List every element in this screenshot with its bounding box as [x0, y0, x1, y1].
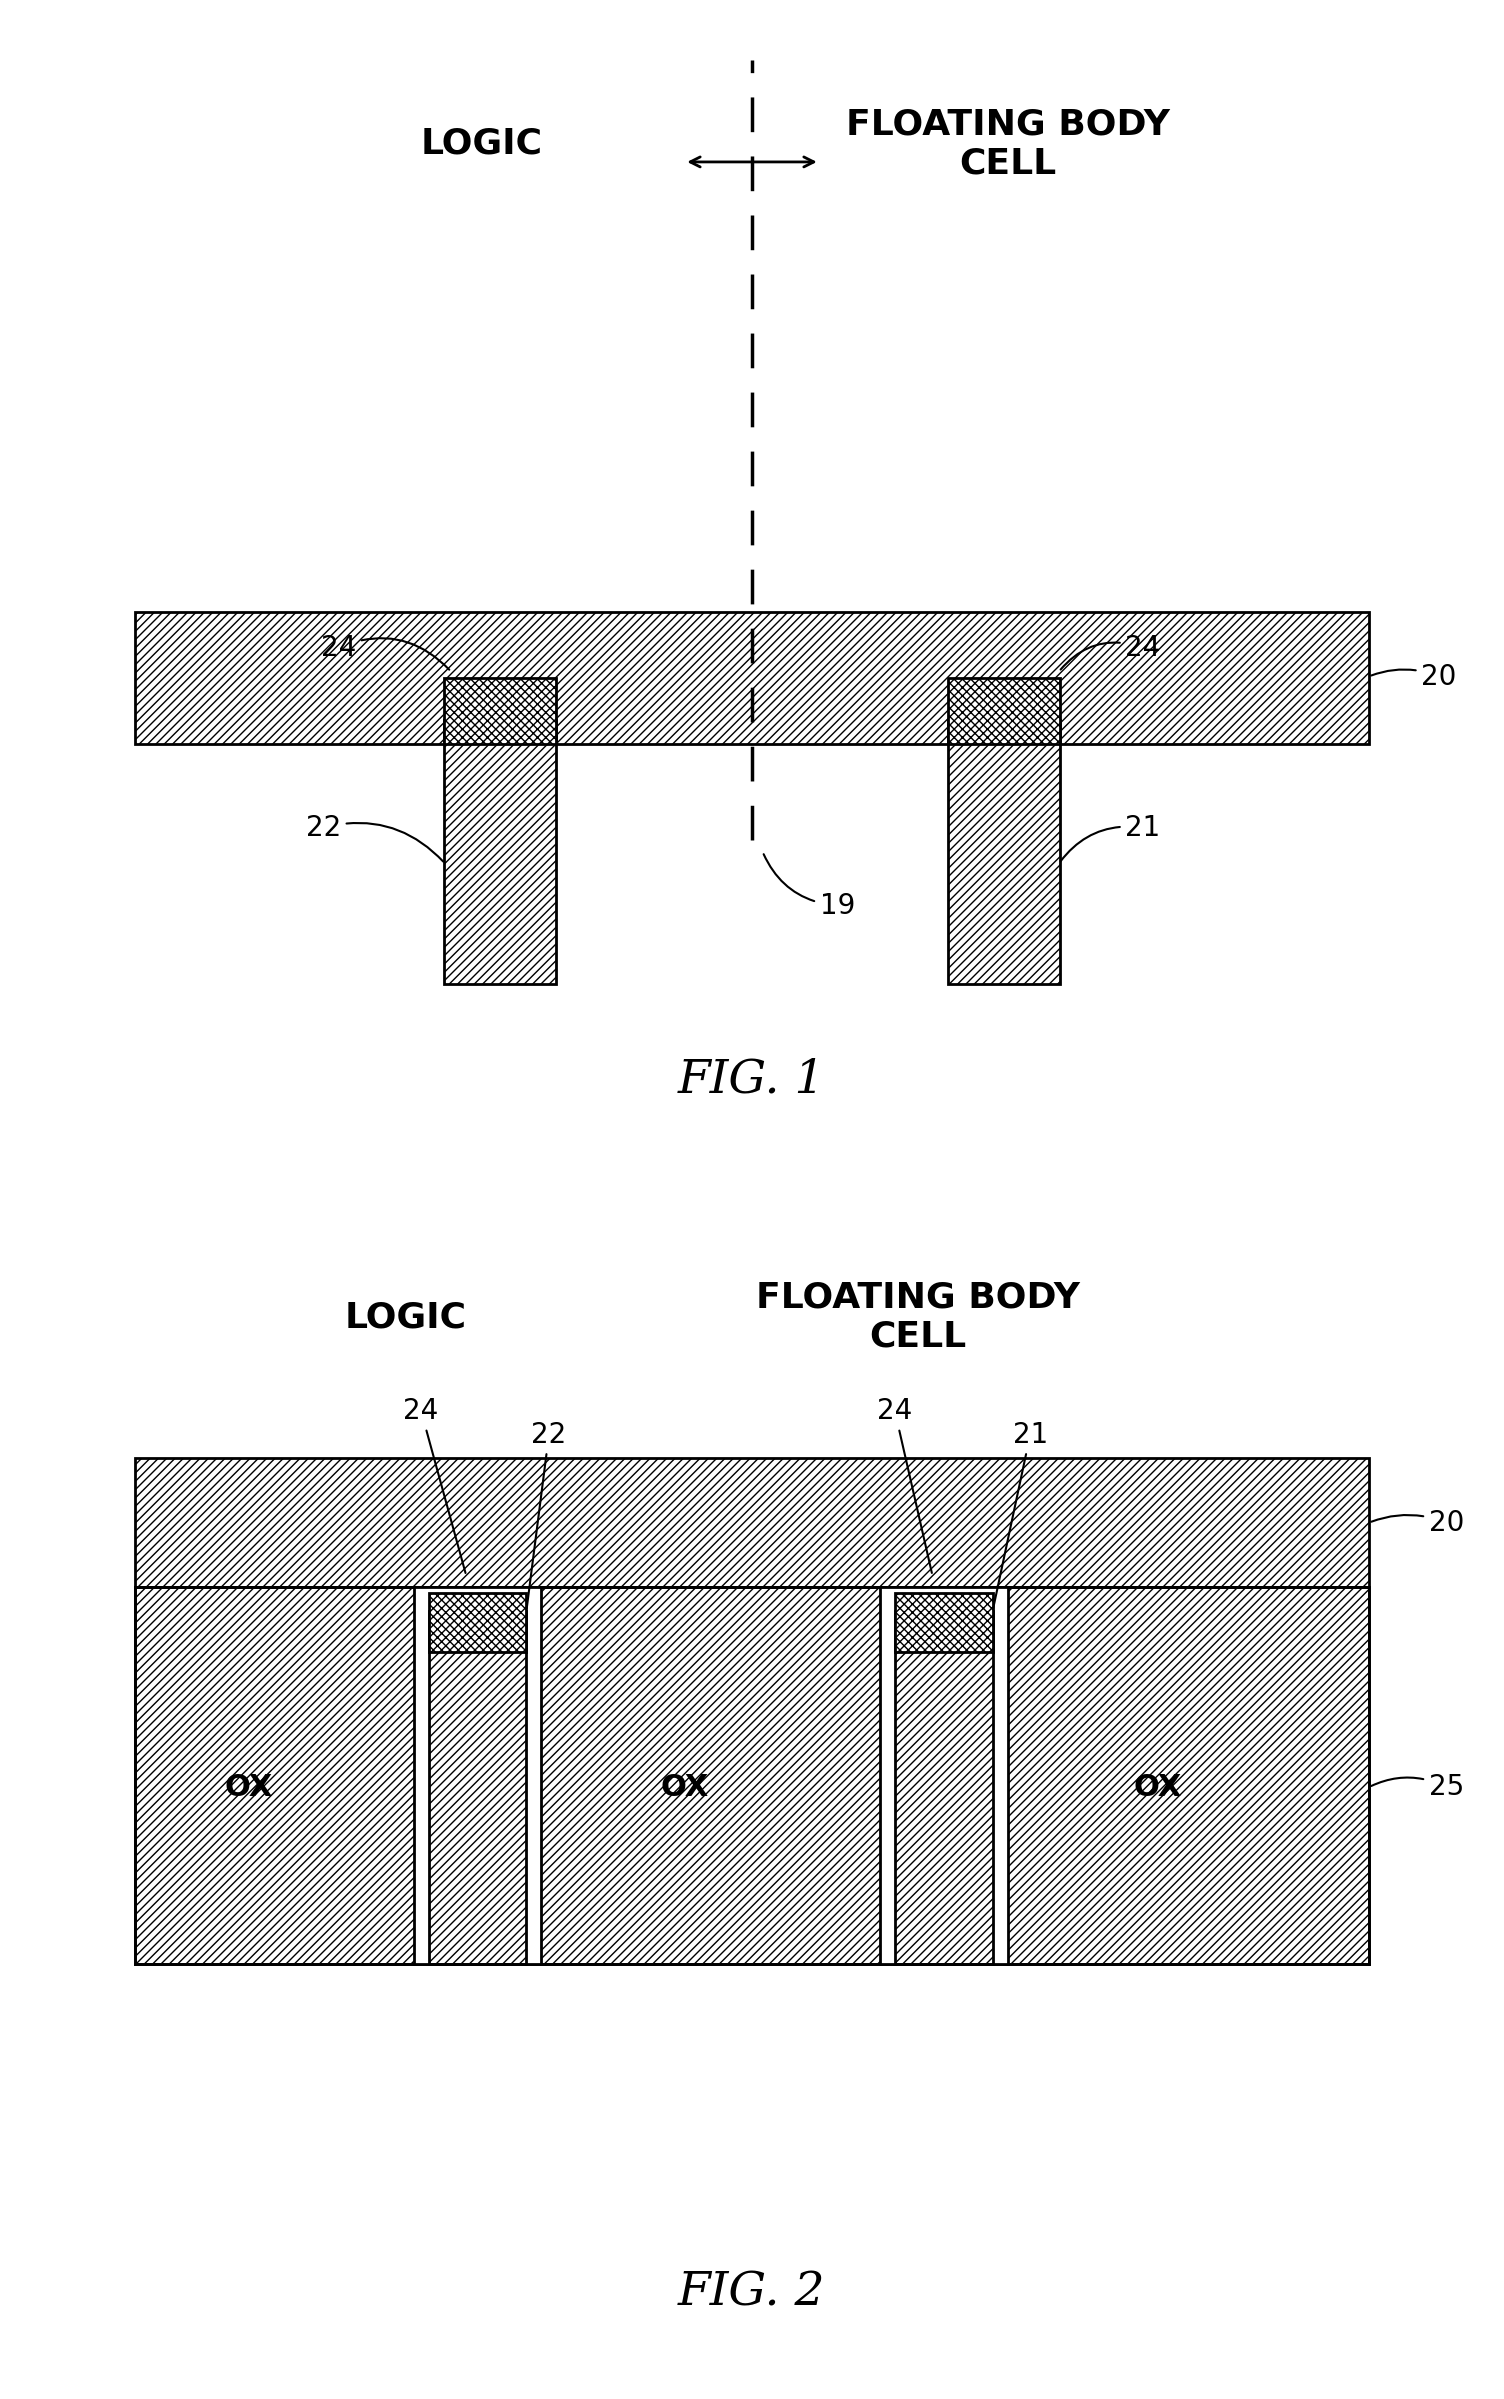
Bar	[429, 1593, 526, 1653]
Text: 20: 20	[1372, 1509, 1465, 1538]
Text: 21: 21	[993, 1420, 1048, 1607]
Text: 22: 22	[526, 1420, 567, 1607]
Text: 24: 24	[403, 1396, 466, 1574]
Text: LOGIC: LOGIC	[344, 1300, 468, 1334]
Bar	[414, 1588, 541, 1962]
Text: FLOATING BODY
CELL: FLOATING BODY CELL	[755, 1281, 1080, 1353]
Text: FLOATING BODY
CELL: FLOATING BODY CELL	[845, 108, 1170, 180]
Bar	[135, 1459, 1369, 1588]
Text: 22: 22	[305, 813, 444, 861]
Text: 24: 24	[1060, 633, 1161, 669]
Bar	[444, 677, 556, 744]
Bar	[429, 1612, 526, 1962]
Bar	[895, 1612, 993, 1962]
Bar	[880, 1588, 1008, 1962]
Text: 19: 19	[764, 854, 856, 919]
Bar	[948, 677, 1060, 744]
Text: 24: 24	[877, 1396, 932, 1574]
Text: OX: OX	[660, 1773, 708, 1802]
Text: OX: OX	[1134, 1773, 1182, 1802]
Text: 25: 25	[1372, 1773, 1463, 1802]
Text: FIG. 1: FIG. 1	[678, 1058, 826, 1101]
Bar	[444, 720, 556, 984]
Text: FIG. 2: FIG. 2	[678, 2269, 826, 2315]
Text: 24: 24	[320, 633, 450, 669]
Text: OX: OX	[224, 1773, 272, 1802]
Text: LOGIC: LOGIC	[420, 127, 543, 161]
Bar	[135, 612, 1369, 744]
Text: 20: 20	[1372, 662, 1457, 691]
Bar	[895, 1593, 993, 1653]
Text: 21: 21	[1060, 813, 1161, 861]
Bar	[948, 720, 1060, 984]
Bar	[135, 1588, 1369, 1962]
